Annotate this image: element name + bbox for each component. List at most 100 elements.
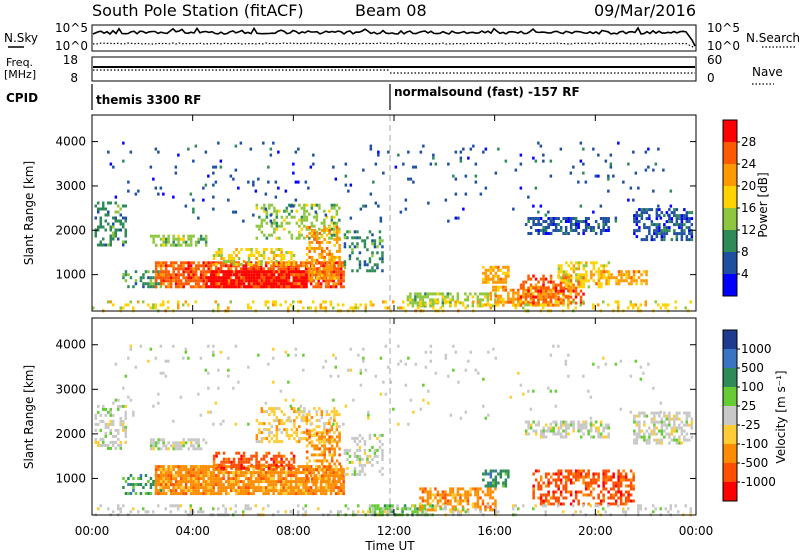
velocity-cell (259, 480, 263, 484)
power-cell (451, 298, 455, 302)
power-cell (124, 303, 127, 307)
velocity-cell (177, 468, 180, 472)
velocity-cell (594, 478, 598, 482)
power-cell (297, 276, 301, 280)
power-cell (220, 257, 223, 260)
power-cell (602, 267, 606, 271)
velocity-cell (481, 499, 485, 503)
velocity-cell (675, 411, 679, 415)
velocity-cell (109, 413, 112, 417)
velocity-cell (494, 507, 497, 511)
power-cell (635, 270, 638, 274)
velocity-cell (179, 465, 183, 469)
power-cell (537, 223, 540, 226)
power-cell (552, 286, 555, 290)
power-cell (352, 306, 355, 310)
power-cell (129, 276, 133, 280)
power-cell (527, 220, 530, 223)
power-cell (297, 270, 301, 274)
power-cell (255, 279, 258, 283)
velocity-cell (262, 471, 265, 475)
power-cell (314, 285, 318, 289)
velocity-cell (117, 407, 120, 411)
velocity-cell (304, 486, 308, 490)
power-cell (441, 304, 445, 308)
velocity-cell (622, 502, 625, 506)
power-cell (502, 271, 505, 275)
velocity-cell (539, 435, 543, 439)
velocity-cell (312, 483, 315, 487)
velocity-cell (612, 496, 615, 500)
velocity-cell (237, 480, 240, 484)
power-cell (335, 228, 339, 232)
velocity-cell (315, 410, 319, 414)
power-cell (237, 261, 240, 265)
power-cell (92, 306, 95, 310)
power-cell (597, 153, 600, 157)
velocity-cell (589, 426, 593, 430)
power-cell (643, 223, 646, 227)
power-cell (234, 279, 238, 283)
velocity-cell (559, 481, 563, 485)
velocity-cell (431, 508, 435, 512)
velocity-cell (466, 490, 470, 494)
power-cell (660, 235, 664, 239)
power-cell (273, 206, 276, 210)
velocity-cell (318, 447, 321, 451)
power-cell (142, 285, 145, 289)
power-cell (426, 292, 430, 296)
velocity-cell (494, 469, 498, 473)
power-cell (512, 303, 515, 307)
power-cell (172, 237, 175, 241)
power-cell (127, 303, 130, 307)
power-cell (474, 180, 478, 184)
power-cell (653, 238, 656, 242)
power-cell (210, 270, 213, 274)
power-cell (142, 282, 145, 286)
power-cell (328, 236, 331, 240)
power-cell (152, 234, 155, 238)
power-cell (617, 300, 620, 304)
velocity-cell (534, 478, 538, 482)
power-cell (580, 273, 583, 277)
velocity-cell (313, 453, 316, 457)
velocity-cell (685, 438, 689, 442)
power-cell (655, 211, 659, 215)
velocity-cell (104, 422, 107, 426)
power-cell (299, 300, 302, 304)
power-cell (132, 285, 135, 289)
velocity-cell (589, 490, 593, 494)
velocity-cell (250, 457, 253, 461)
power-cell (109, 225, 112, 229)
velocity-cell (309, 474, 313, 478)
velocity-cell (247, 486, 250, 490)
power-cell (514, 297, 518, 301)
power-cell (407, 177, 410, 181)
velocity-cell (547, 472, 550, 476)
power-cell (275, 227, 279, 231)
velocity-cell (584, 423, 588, 427)
velocity-cell (348, 448, 352, 452)
velocity-cell (242, 471, 245, 475)
power-cell (497, 300, 500, 304)
power-cell (312, 285, 315, 289)
power-cell (219, 261, 223, 265)
velocity-cell (378, 445, 382, 449)
power-cell (323, 258, 326, 262)
power-cell (544, 226, 548, 229)
power-cell (209, 264, 213, 268)
velocity-cell (579, 469, 583, 473)
power-cell (207, 267, 210, 271)
velocity-cell (182, 441, 185, 445)
power-cell (267, 300, 270, 304)
power-cell (416, 301, 420, 305)
velocity-cell (174, 486, 178, 490)
power-cell (300, 285, 303, 289)
power-cell (486, 292, 490, 296)
power-cell (182, 270, 185, 274)
power-cell (644, 168, 648, 172)
power-cell (688, 211, 691, 215)
power-cell (456, 298, 460, 302)
velocity-cell (279, 489, 283, 493)
power-cell (318, 240, 321, 244)
